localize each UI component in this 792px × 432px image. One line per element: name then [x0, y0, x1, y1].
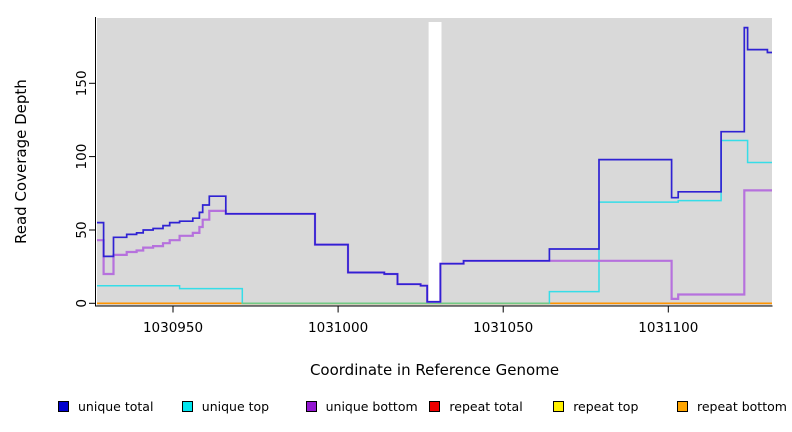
legend-label: unique total [78, 399, 154, 414]
legend-label: unique bottom [325, 399, 418, 414]
legend-swatch-unique-total [58, 401, 69, 412]
legend-item-repeat-total: repeat total [429, 399, 523, 414]
svg-text:1031050: 1031050 [473, 320, 533, 336]
svg-text:50: 50 [74, 221, 90, 238]
legend-item-unique-top: unique top [181, 399, 270, 414]
legend-label: unique top [201, 399, 270, 414]
svg-text:1031100: 1031100 [638, 320, 698, 336]
legend-item-repeat-top: repeat top [553, 399, 638, 414]
legend-swatch-repeat-top [553, 401, 565, 412]
svg-text:100: 100 [74, 144, 90, 170]
legend-swatch-repeat-total [429, 401, 441, 412]
legend-swatch-unique-bottom [305, 401, 317, 412]
legend-item-repeat-bottom: repeat bottom [677, 399, 787, 414]
svg-text:1030950: 1030950 [143, 320, 203, 336]
svg-text:1031000: 1031000 [308, 320, 368, 336]
legend-label: repeat bottom [697, 399, 787, 414]
svg-text:150: 150 [74, 70, 90, 96]
legend-swatch-unique-top [181, 401, 193, 412]
legend-label: repeat top [573, 399, 639, 414]
legend-item-unique-total: unique total [58, 399, 153, 414]
y-axis-title: Read Coverage Depth [12, 79, 30, 245]
legend: unique total unique top unique bottom re… [0, 399, 792, 419]
svg-text:0: 0 [74, 299, 90, 308]
x-axis-title: Coordinate in Reference Genome [309, 361, 560, 379]
legend-item-unique-bottom: unique bottom [305, 399, 418, 414]
legend-label: repeat total [449, 399, 523, 414]
legend-swatch-repeat-bottom [677, 401, 688, 412]
